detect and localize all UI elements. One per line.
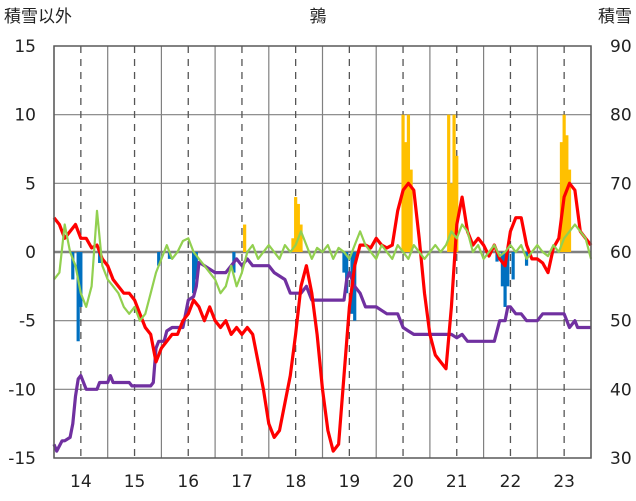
series-line [52,181,593,453]
bar [559,142,564,252]
left-tick-label: -10 [8,380,36,400]
bar [192,252,196,294]
x-tick-label: 17 [231,472,253,492]
bar [342,252,346,273]
series-line [53,209,593,322]
bar [167,252,172,259]
bar [157,252,161,266]
bar [500,252,504,287]
left-tick-label: -5 [19,312,36,332]
x-tick-label: 23 [553,472,575,492]
x-tick-label: 16 [177,472,199,492]
bar [511,252,515,280]
bar [404,142,408,252]
bar [71,252,75,280]
chart-title: 鶉 [310,7,327,27]
left-tick-label: 10 [14,106,36,126]
right-tick-label: 40 [610,380,632,400]
plot-frame [53,45,592,459]
x-tick-label: 14 [70,472,92,492]
lines [52,181,593,453]
right-tick-label: 60 [610,243,632,263]
right-tick-label: 50 [610,312,632,332]
bar [98,252,102,263]
bar [455,155,459,252]
x-tick-label: 22 [500,472,522,492]
x-tick-label: 20 [392,472,414,492]
bar [243,224,247,252]
x-tick-label: 15 [124,472,146,492]
bar [506,252,510,287]
x-tick-label: 19 [339,472,361,492]
left-tick-label: 5 [25,174,36,194]
bar [567,169,572,252]
left-tick-label: 0 [25,243,36,263]
left-tick-label: -15 [8,449,36,469]
right-axis-label: 積雪 [598,7,632,27]
bar [291,238,295,252]
series-line [52,257,591,453]
bar [194,252,198,280]
bar [79,252,83,307]
bar [409,169,413,252]
bar [452,114,456,253]
bar [447,114,451,253]
right-tick-label: 30 [610,449,632,469]
right-tick-label: 80 [610,106,632,126]
plot-border [53,45,592,459]
bar [503,252,507,307]
bar [495,252,499,262]
bar [294,197,298,252]
x-tick-label: 21 [446,472,468,492]
bar [449,183,453,252]
bar [562,114,566,253]
left-tick-label: 15 [14,37,36,57]
bar [296,203,300,252]
bar [401,114,405,253]
left-axis-label: 積雪以外 [4,7,72,27]
bar [345,252,349,294]
bar [76,252,80,342]
x-tick-label: 18 [285,472,307,492]
right-tick-label: 90 [610,37,632,57]
bar [299,224,303,252]
right-tick-label: 70 [610,174,632,194]
